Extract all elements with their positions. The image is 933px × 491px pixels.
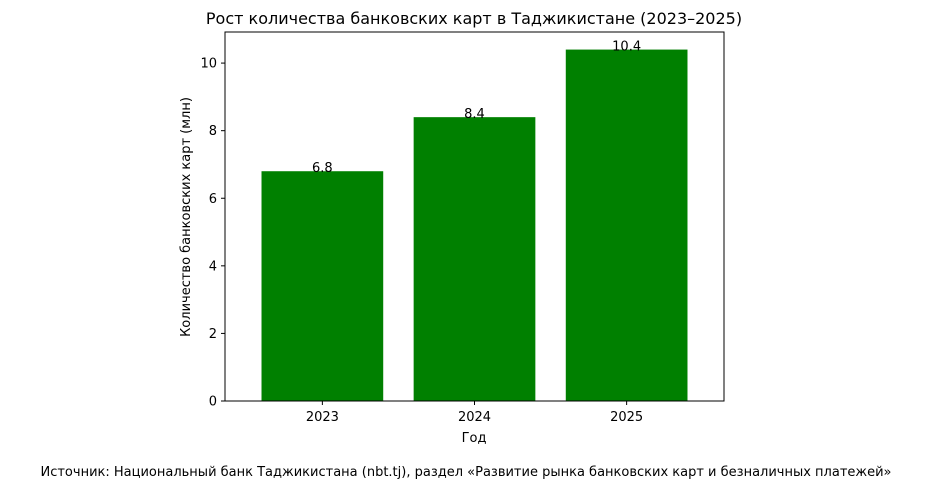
y-tick-label: 2 [209,327,217,342]
y-tick-label: 0 [209,395,217,410]
source-note: Источник: Национальный банк Таджикистана… [40,465,891,480]
bar [413,117,536,402]
y-axis-label: Количество банковских карт (млн) [179,97,194,337]
y-tick-label: 8 [209,124,217,139]
value-label: 6.8 [312,161,333,176]
y-tick-label: 10 [200,57,217,72]
y-tick-label: 4 [209,259,217,274]
x-axis-label: Год [462,431,487,446]
value-label: 8.4 [464,107,485,122]
x-tick-label: 2025 [610,410,643,425]
chart-title: Рост количества банковских карт в Таджик… [206,9,742,28]
x-tick-label: 2024 [458,410,491,425]
plot-frame [224,31,725,402]
bar [565,49,688,401]
x-tick-label: 2023 [306,410,339,425]
value-label: 10.4 [612,40,641,55]
y-tick-label: 6 [209,192,217,207]
bar [261,171,384,401]
